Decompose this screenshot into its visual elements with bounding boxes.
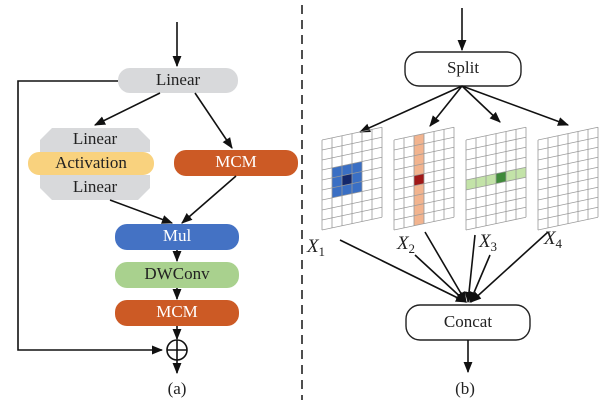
label-sub: 3 (491, 239, 498, 254)
grid (322, 127, 382, 230)
activation-label: Activation (55, 153, 127, 172)
output-label: X3 (478, 231, 497, 254)
label-sub: 2 (409, 241, 416, 256)
arrow (110, 200, 172, 223)
grid (394, 127, 454, 230)
arrow (430, 86, 462, 126)
concat-label: Concat (444, 312, 492, 331)
arrow (415, 255, 466, 302)
split-label: Split (447, 58, 479, 77)
diagram: Linear Linear Activation Linear MCM Mul … (0, 0, 599, 404)
mul-label: Mul (163, 226, 192, 245)
dwconv-label: DWConv (144, 264, 210, 283)
arrow (360, 86, 462, 132)
caption: (a) (168, 379, 187, 398)
linear-label: Linear (156, 70, 201, 89)
arrow (95, 93, 160, 125)
linear-label: Linear (73, 177, 118, 196)
arrow (462, 86, 500, 122)
label-sub: 1 (319, 244, 326, 259)
arrow (195, 93, 232, 148)
arrow (462, 86, 568, 125)
grid (538, 127, 598, 230)
panel-b: Split X1 X2 X3 X4 Concat (b) (306, 8, 598, 398)
mcm-label: MCM (215, 152, 257, 171)
mcm-label: MCM (156, 302, 198, 321)
caption: (b) (455, 379, 475, 398)
grid (466, 127, 526, 230)
panel-a: Linear Linear Activation Linear MCM Mul … (18, 22, 298, 398)
linear-label: Linear (73, 129, 118, 148)
output-label: X1 (306, 236, 325, 259)
output-label: X2 (396, 233, 415, 256)
label-sub: 4 (556, 236, 563, 251)
output-label: X4 (543, 228, 563, 251)
arrow (470, 255, 490, 302)
arrow (182, 176, 236, 223)
